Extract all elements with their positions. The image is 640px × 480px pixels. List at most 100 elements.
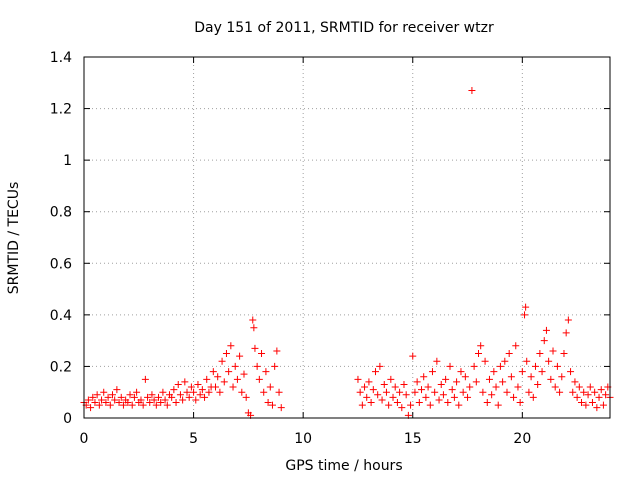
data-point xyxy=(453,378,461,386)
data-point xyxy=(115,399,123,407)
data-point xyxy=(422,393,430,401)
data-point xyxy=(586,383,594,391)
data-point xyxy=(448,386,456,394)
data-point xyxy=(358,401,366,409)
data-point xyxy=(556,388,564,396)
data-point xyxy=(523,357,531,365)
y-axis-title: SRMTID / TECUs xyxy=(6,182,22,295)
axis-ticks xyxy=(83,56,610,419)
chart-title: Day 151 of 2011, SRMTID for receiver wtz… xyxy=(194,20,494,36)
data-point xyxy=(387,375,395,383)
data-point xyxy=(209,368,217,376)
data-point xyxy=(578,399,586,407)
data-point xyxy=(354,375,362,383)
data-point xyxy=(168,393,176,401)
data-point xyxy=(391,383,399,391)
data-point xyxy=(431,388,439,396)
data-point xyxy=(521,311,529,319)
y-tick-label: 1.2 xyxy=(50,102,72,118)
data-point xyxy=(220,378,228,386)
data-point xyxy=(485,375,493,383)
data-point xyxy=(424,383,432,391)
data-point xyxy=(89,393,97,401)
data-point xyxy=(475,350,482,358)
data-point xyxy=(376,362,384,370)
data-points xyxy=(80,87,614,419)
data-point xyxy=(163,401,171,409)
data-point xyxy=(553,362,561,370)
data-point xyxy=(87,404,95,412)
data-point xyxy=(271,362,279,370)
data-point xyxy=(597,386,605,394)
data-point xyxy=(426,401,434,409)
data-point xyxy=(560,350,568,358)
data-point xyxy=(369,386,377,394)
data-point xyxy=(233,375,241,383)
data-point xyxy=(216,388,224,396)
data-point xyxy=(420,373,428,381)
data-point xyxy=(152,401,160,409)
data-point xyxy=(488,391,496,399)
data-point xyxy=(437,380,445,388)
x-tick-label: 0 xyxy=(80,431,89,447)
data-point xyxy=(457,368,465,376)
data-point xyxy=(571,378,579,386)
grid-lines xyxy=(84,57,610,418)
data-point xyxy=(93,391,101,399)
data-point xyxy=(400,380,408,388)
data-point xyxy=(374,391,382,399)
data-point xyxy=(240,370,248,378)
data-point xyxy=(266,383,274,391)
data-point xyxy=(516,399,524,407)
data-point xyxy=(198,386,206,394)
data-point xyxy=(398,404,406,412)
data-point xyxy=(501,357,509,365)
data-point xyxy=(442,375,450,383)
data-point xyxy=(111,396,119,404)
data-point xyxy=(192,396,200,404)
data-point xyxy=(100,388,108,396)
data-point xyxy=(170,386,178,394)
data-point xyxy=(461,373,469,381)
data-point xyxy=(481,357,489,365)
data-point xyxy=(130,393,138,401)
data-point xyxy=(591,388,599,396)
data-point xyxy=(124,399,132,407)
data-point xyxy=(273,347,281,355)
data-point xyxy=(98,396,106,404)
data-point xyxy=(250,324,258,332)
data-point xyxy=(407,401,415,409)
data-point xyxy=(389,393,397,401)
data-point xyxy=(527,373,535,381)
x-tick-label: 20 xyxy=(513,431,531,447)
data-point xyxy=(558,373,566,381)
data-point xyxy=(409,352,417,360)
data-point xyxy=(218,357,226,365)
data-point xyxy=(251,344,259,352)
data-point xyxy=(95,401,103,409)
data-point xyxy=(593,404,601,412)
data-point xyxy=(356,388,364,396)
data-point xyxy=(264,399,272,407)
x-axis-title: GPS time / hours xyxy=(285,458,402,474)
y-tick-label: 1 xyxy=(63,153,72,169)
data-point xyxy=(108,391,116,399)
data-point xyxy=(494,401,502,409)
y-tick-label: 0.4 xyxy=(50,308,72,324)
data-point xyxy=(470,362,478,370)
data-point xyxy=(148,391,156,399)
data-point xyxy=(196,391,204,399)
data-point xyxy=(194,380,202,388)
data-point xyxy=(428,368,436,376)
x-tick-label: 10 xyxy=(294,431,312,447)
data-point xyxy=(141,375,149,383)
data-point xyxy=(102,399,110,407)
data-point xyxy=(174,380,182,388)
data-point xyxy=(157,399,165,407)
data-point xyxy=(512,342,520,350)
data-point xyxy=(385,401,393,409)
data-point xyxy=(181,378,189,386)
data-point xyxy=(190,388,198,396)
